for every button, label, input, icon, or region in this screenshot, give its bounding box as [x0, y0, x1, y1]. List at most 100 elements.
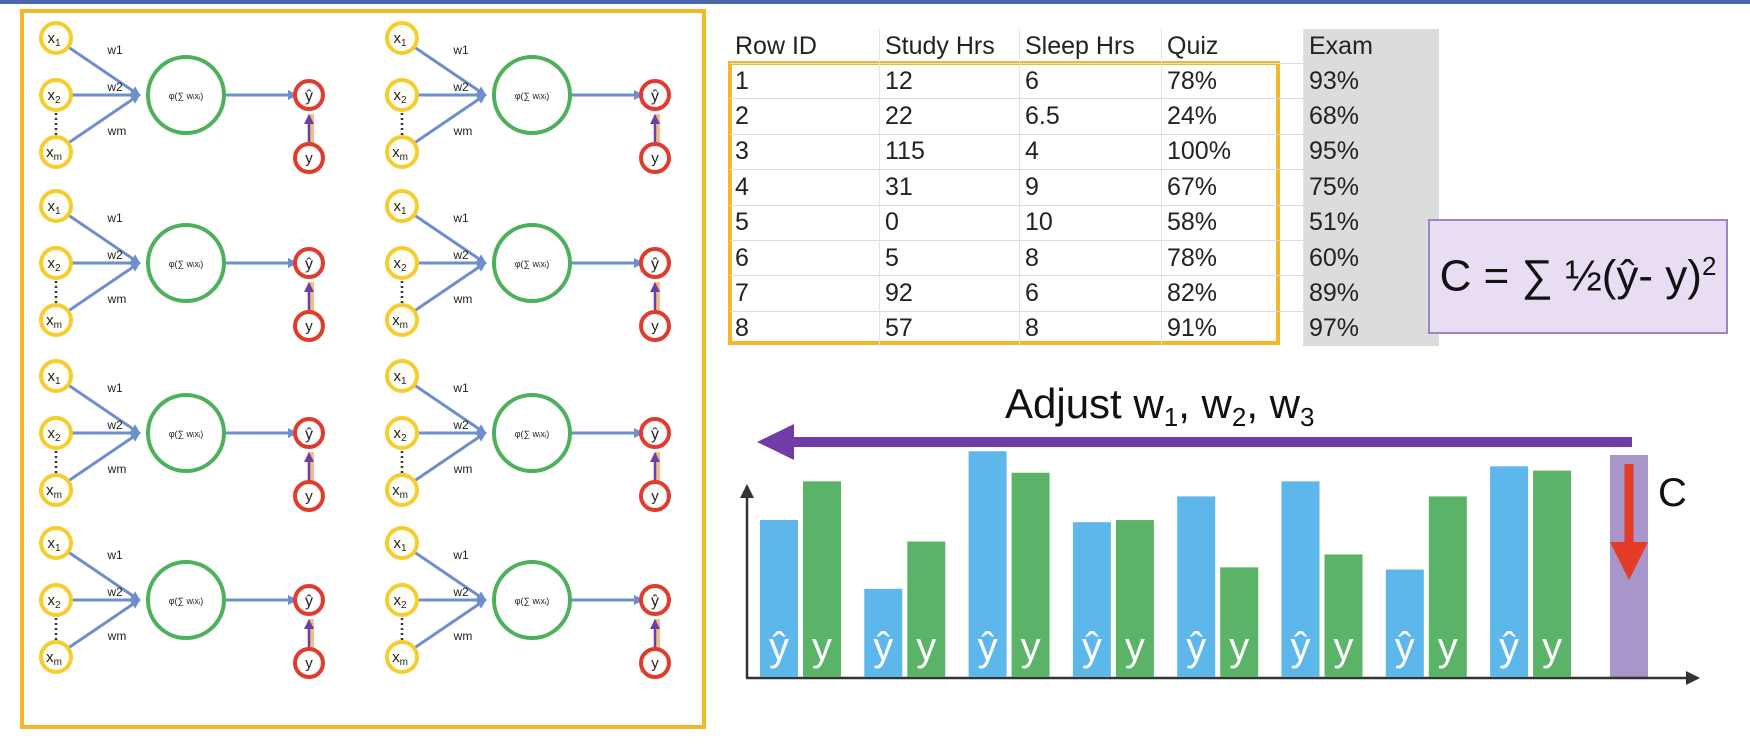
weight-wm-label: wm — [453, 124, 473, 138]
table-cell: 12 — [879, 62, 1020, 99]
input-xm-label: xm — [46, 482, 62, 501]
target-y-label: y — [305, 318, 313, 335]
bar-y-label: y — [1438, 625, 1458, 669]
table-cell: 3 — [730, 133, 880, 170]
activation-formula: φ(∑ wᵢxᵢ) — [169, 91, 204, 101]
table-cell: 4 — [1019, 133, 1162, 170]
table-cell: 100% — [1161, 133, 1304, 170]
table-row: 2 22 6.5 24% 68% — [730, 98, 1439, 135]
perceptron-diagram: x1 x2 xm w1 w2 wm φ(∑ wᵢxᵢ) ŷ y — [387, 528, 669, 677]
table-cell: 10 — [1019, 204, 1162, 241]
bar-yhat-label: ŷ — [769, 625, 789, 669]
bar-yhat-label: ŷ — [1499, 625, 1519, 669]
output-yhat-label: ŷ — [305, 256, 313, 273]
table-cell: 2 — [730, 98, 880, 135]
bar-y — [1324, 554, 1363, 677]
table-header-cell: Exam — [1303, 29, 1439, 64]
input-x2-label: x2 — [393, 425, 407, 444]
table-cell: 68% — [1303, 98, 1439, 135]
target-y-label: y — [305, 655, 313, 672]
output-yhat-label: ŷ — [651, 88, 659, 105]
bar-yhat-label: ŷ — [1291, 625, 1311, 669]
table-cell: 8 — [1019, 310, 1162, 347]
input-x2-label: x2 — [393, 592, 407, 611]
target-y-label: y — [651, 150, 659, 167]
bar-yhat — [968, 451, 1007, 677]
table-row: 5 0 10 58% 51% — [730, 204, 1439, 241]
output-yhat-label: ŷ — [651, 593, 659, 610]
bar-yhat — [1281, 481, 1320, 677]
input-x1-label: x1 — [47, 198, 61, 217]
input-x2-label: x2 — [47, 425, 61, 444]
weight-w2-label: w2 — [106, 418, 123, 432]
weight-w2-label: w2 — [452, 80, 469, 94]
input-xm-label: xm — [392, 144, 408, 163]
activation-formula: φ(∑ wᵢxᵢ) — [169, 429, 204, 439]
table-cell: 60% — [1303, 239, 1439, 276]
cost-formula: C = ∑ ½(ŷ- y)2 — [1439, 251, 1717, 301]
data-table: Row ID Study Hrs Sleep Hrs Quiz Exam 1 12 6 78%… — [730, 29, 1439, 347]
target-y-label: y — [651, 318, 659, 335]
table-cell: 89% — [1303, 275, 1439, 312]
input-x1-label: x1 — [47, 368, 61, 387]
table-cell: 1 — [730, 62, 880, 99]
weight-w1-label: w1 — [452, 548, 469, 562]
input-xm-label: xm — [46, 649, 62, 668]
table-cell: 9 — [1019, 169, 1162, 206]
table-cell: 6 — [1019, 62, 1162, 99]
table-cell: 58% — [1161, 204, 1304, 241]
table-row: 7 92 6 82% 89% — [730, 275, 1439, 312]
table-cell: 7 — [730, 275, 880, 312]
weight-wm-label: wm — [107, 124, 127, 138]
table-header-cell: Row ID — [735, 31, 817, 60]
cost-label: C — [1658, 471, 1687, 515]
table-cell: 5 — [879, 239, 1020, 276]
weight-wm-label: wm — [453, 462, 473, 476]
bar-y-label: y — [812, 625, 832, 669]
output-yhat-label: ŷ — [651, 256, 659, 273]
table-cell: 75% — [1303, 169, 1439, 206]
activation-formula: φ(∑ wᵢxᵢ) — [515, 91, 550, 101]
activation-formula: φ(∑ wᵢxᵢ) — [515, 429, 550, 439]
weight-w2-label: w2 — [452, 585, 469, 599]
weight-wm-label: wm — [453, 629, 473, 643]
table-row: 8 57 8 91% 97% — [730, 310, 1439, 347]
perceptron-diagram: x1 x2 xm w1 w2 wm φ(∑ wᵢxᵢ) ŷ y — [387, 191, 669, 340]
table-cell: 22 — [879, 98, 1020, 135]
weight-w1-label: w1 — [106, 211, 123, 225]
input-x2-label: x2 — [47, 255, 61, 274]
bar-yhat-label: ŷ — [1395, 625, 1415, 669]
table-cell: 78% — [1161, 239, 1304, 276]
input-x1-label: x1 — [393, 535, 407, 554]
table-row: 3 115 4 100% 95% — [730, 133, 1439, 170]
bar-yhat-label: ŷ — [873, 625, 893, 669]
target-y-label: y — [651, 655, 659, 672]
bar-yhat-label: ŷ — [978, 625, 998, 669]
weight-w2-label: w2 — [452, 418, 469, 432]
table-cell: 51% — [1303, 204, 1439, 241]
bar-y — [1533, 470, 1572, 677]
weight-w1-label: w1 — [106, 548, 123, 562]
bar-yhat — [1385, 569, 1424, 677]
output-yhat-label: ŷ — [305, 593, 313, 610]
bar-y — [907, 541, 946, 677]
table-cell: 93% — [1303, 62, 1439, 99]
table-cell: 95% — [1303, 133, 1439, 170]
table-header-cell: Study Hrs — [879, 29, 1020, 64]
activation-formula: φ(∑ wᵢxᵢ) — [515, 596, 550, 606]
weight-w1-label: w1 — [452, 43, 469, 57]
table-cell: 6.5 — [1019, 98, 1162, 135]
perceptron-diagram: x1 x2 xm w1 w2 wm φ(∑ wᵢxᵢ) ŷ y — [41, 191, 323, 340]
adjust-weights-label: Adjust w1, w2, w3 — [1005, 380, 1314, 432]
bar-y — [803, 481, 841, 677]
perceptron-diagram: x1 x2 xm w1 w2 wm φ(∑ wᵢxᵢ) ŷ y — [41, 361, 323, 510]
table-cell: 6 — [1019, 275, 1162, 312]
table-row: 4 31 9 67% 75% — [730, 169, 1439, 206]
input-xm-label: xm — [392, 312, 408, 331]
input-x2-label: x2 — [393, 87, 407, 106]
perceptron-grid: x1 x2 xm w1 w2 wm φ(∑ wᵢxᵢ) ŷ y x1 x2 xm w1 w2 wm φ(∑ w… — [41, 23, 669, 677]
input-xm-label: xm — [392, 649, 408, 668]
perceptron-diagram: x1 x2 xm w1 w2 wm φ(∑ wᵢxᵢ) ŷ y — [387, 361, 669, 510]
